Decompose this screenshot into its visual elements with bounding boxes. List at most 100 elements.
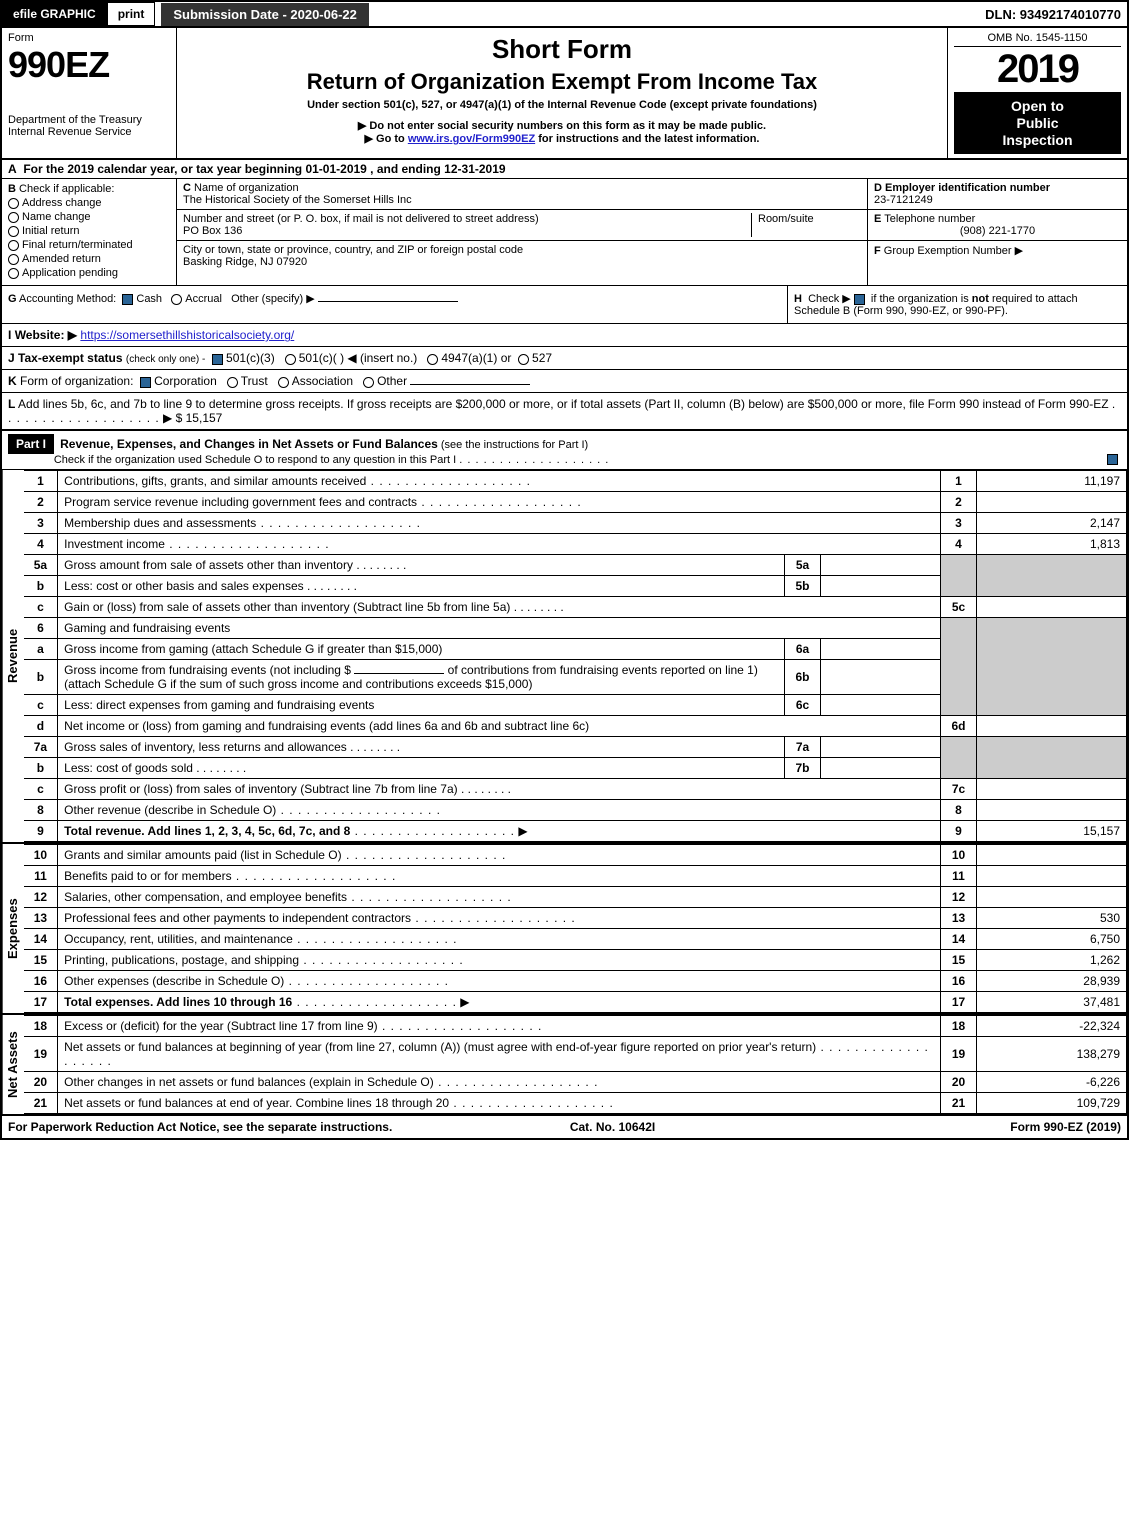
l6a-sub: 6a: [785, 639, 821, 660]
f-arrow: ▶: [1015, 245, 1023, 257]
chk-amended[interactable]: [8, 254, 19, 265]
l10-amt: [977, 845, 1127, 866]
l17-desc: Total expenses. Add lines 10 through 16: [64, 995, 292, 1009]
l6c-sub: 6c: [785, 695, 821, 716]
chk-h[interactable]: [854, 294, 865, 305]
section-i: I Website: ▶ https://somersethillshistor…: [2, 324, 1127, 347]
l6c-desc: Less: direct expenses from gaming and fu…: [64, 698, 374, 712]
footer-catno: Cat. No. 10642I: [570, 1120, 655, 1134]
c-street-label: Number and street (or P. O. box, if mail…: [183, 213, 539, 225]
part-i-scho: Check if the organization used Schedule …: [54, 454, 456, 466]
l9-desc: Total revenue. Add lines 1, 2, 3, 4, 5c,…: [64, 824, 350, 838]
l17-amt: 37,481: [977, 992, 1127, 1013]
chk-501c3[interactable]: [212, 354, 223, 365]
l11-desc: Benefits paid to or for members: [64, 869, 231, 883]
l7b-sub: 7b: [785, 758, 821, 779]
c-city-label: City or town, state or province, country…: [183, 244, 523, 256]
g-label: Accounting Method:: [19, 293, 116, 305]
line-11: 11Benefits paid to or for members11: [24, 866, 1127, 887]
j-note: (check only one) -: [126, 354, 205, 365]
l5a-sub: 5a: [785, 555, 821, 576]
chk-initial[interactable]: [8, 226, 19, 237]
net-assets-side-label: Net Assets: [2, 1015, 24, 1114]
subtitle: Under section 501(c), 527, or 4947(a)(1)…: [187, 99, 937, 111]
j-501c3: 501(c)(3): [226, 351, 275, 365]
line-14: 14Occupancy, rent, utilities, and mainte…: [24, 929, 1127, 950]
open2: Public: [1016, 115, 1058, 131]
efile-button[interactable]: efile GRAPHIC: [2, 2, 107, 26]
c-name-label: Name of organization: [194, 182, 299, 194]
l1-desc: Contributions, gifts, grants, and simila…: [64, 474, 366, 488]
row-gh: G Accounting Method: Cash Accrual Other …: [2, 286, 1127, 324]
section-k: K Form of organization: Corporation Trus…: [2, 370, 1127, 393]
org-street: PO Box 136: [183, 225, 242, 237]
chk-assoc[interactable]: [278, 377, 289, 388]
l3-desc: Membership dues and assessments: [64, 516, 256, 530]
l11-amt: [977, 866, 1127, 887]
l7a-sub: 7a: [785, 737, 821, 758]
chk-accrual[interactable]: [171, 294, 182, 305]
print-button[interactable]: print: [107, 2, 156, 26]
omb-number: OMB No. 1545-1150: [954, 32, 1121, 47]
chk-4947[interactable]: [427, 354, 438, 365]
form-number: 990EZ: [8, 44, 170, 86]
section-def: D Employer identification number 23-7121…: [867, 179, 1127, 285]
ein: 23-7121249: [874, 194, 933, 206]
l12-desc: Salaries, other compensation, and employ…: [64, 890, 347, 904]
b-app: Application pending: [22, 267, 118, 279]
chk-name[interactable]: [8, 212, 19, 223]
b-addr: Address change: [22, 197, 102, 209]
note-ssn: Do not enter social security numbers on …: [187, 119, 937, 132]
l18-amt: -22,324: [977, 1016, 1127, 1037]
l3-amt: 2,147: [977, 513, 1127, 534]
chk-501c[interactable]: [285, 354, 296, 365]
website-link[interactable]: https://somersethillshistoricalsociety.o…: [80, 328, 294, 342]
chk-schedule-o[interactable]: [1107, 454, 1118, 465]
l13-desc: Professional fees and other payments to …: [64, 911, 411, 925]
line-8: 8Other revenue (describe in Schedule O)8: [24, 800, 1127, 821]
open1: Open to: [1011, 98, 1064, 114]
chk-final[interactable]: [8, 240, 19, 251]
note-goto-post: for instructions and the latest informat…: [535, 133, 759, 145]
section-c: C Name of organization The Historical So…: [177, 179, 867, 285]
c-room-label: Room/suite: [758, 213, 814, 225]
chk-corp[interactable]: [140, 377, 151, 388]
l15-desc: Printing, publications, postage, and shi…: [64, 953, 299, 967]
section-b: B Check if applicable: Address change Na…: [2, 179, 177, 285]
line-20: 20Other changes in net assets or fund ba…: [24, 1072, 1127, 1093]
j-527: 527: [532, 351, 552, 365]
l-arrow: ▶: [163, 411, 172, 425]
line-19: 19Net assets or fund balances at beginni…: [24, 1037, 1127, 1072]
l6-desc: Gaming and fundraising events: [58, 618, 941, 639]
revenue-table: 1Contributions, gifts, grants, and simil…: [24, 470, 1127, 842]
line-1: 1Contributions, gifts, grants, and simil…: [24, 471, 1127, 492]
l-text: Add lines 5b, 6c, and 7b to line 9 to de…: [18, 397, 1109, 411]
line-21: 21Net assets or fund balances at end of …: [24, 1093, 1127, 1114]
line-a-period: A For the 2019 calendar year, or tax yea…: [2, 160, 1127, 179]
part-i-tag: Part I: [8, 434, 54, 454]
b-label: Check if applicable:: [19, 183, 114, 195]
chk-cash[interactable]: [122, 294, 133, 305]
expenses-table: 10Grants and similar amounts paid (list …: [24, 844, 1127, 1013]
l14-desc: Occupancy, rent, utilities, and maintena…: [64, 932, 293, 946]
header-left: Form 990EZ Department of the Treasury In…: [2, 28, 177, 158]
l4-desc: Investment income: [64, 537, 165, 551]
chk-pending[interactable]: [8, 268, 19, 279]
section-g: G Accounting Method: Cash Accrual Other …: [2, 286, 787, 323]
l19-amt: 138,279: [977, 1037, 1127, 1072]
chk-address[interactable]: [8, 198, 19, 209]
part-i-note: (see the instructions for Part I): [441, 439, 588, 451]
header-right: OMB No. 1545-1150 2019 Open to Public In…: [947, 28, 1127, 158]
line-7a: 7aGross sales of inventory, less returns…: [24, 737, 1127, 758]
chk-527[interactable]: [518, 354, 529, 365]
phone: (908) 221-1770: [874, 225, 1121, 237]
chk-trust[interactable]: [227, 377, 238, 388]
l5c-amt: [977, 597, 1127, 618]
irs-link[interactable]: www.irs.gov/Form990EZ: [408, 133, 535, 145]
l6a-desc: Gross income from gaming (attach Schedul…: [64, 642, 442, 656]
chk-other[interactable]: [363, 377, 374, 388]
l5b-desc: Less: cost or other basis and sales expe…: [64, 579, 303, 593]
section-j: J Tax-exempt status (check only one) - 5…: [2, 347, 1127, 370]
note-goto-pre: Go to: [376, 133, 408, 145]
l12-amt: [977, 887, 1127, 908]
